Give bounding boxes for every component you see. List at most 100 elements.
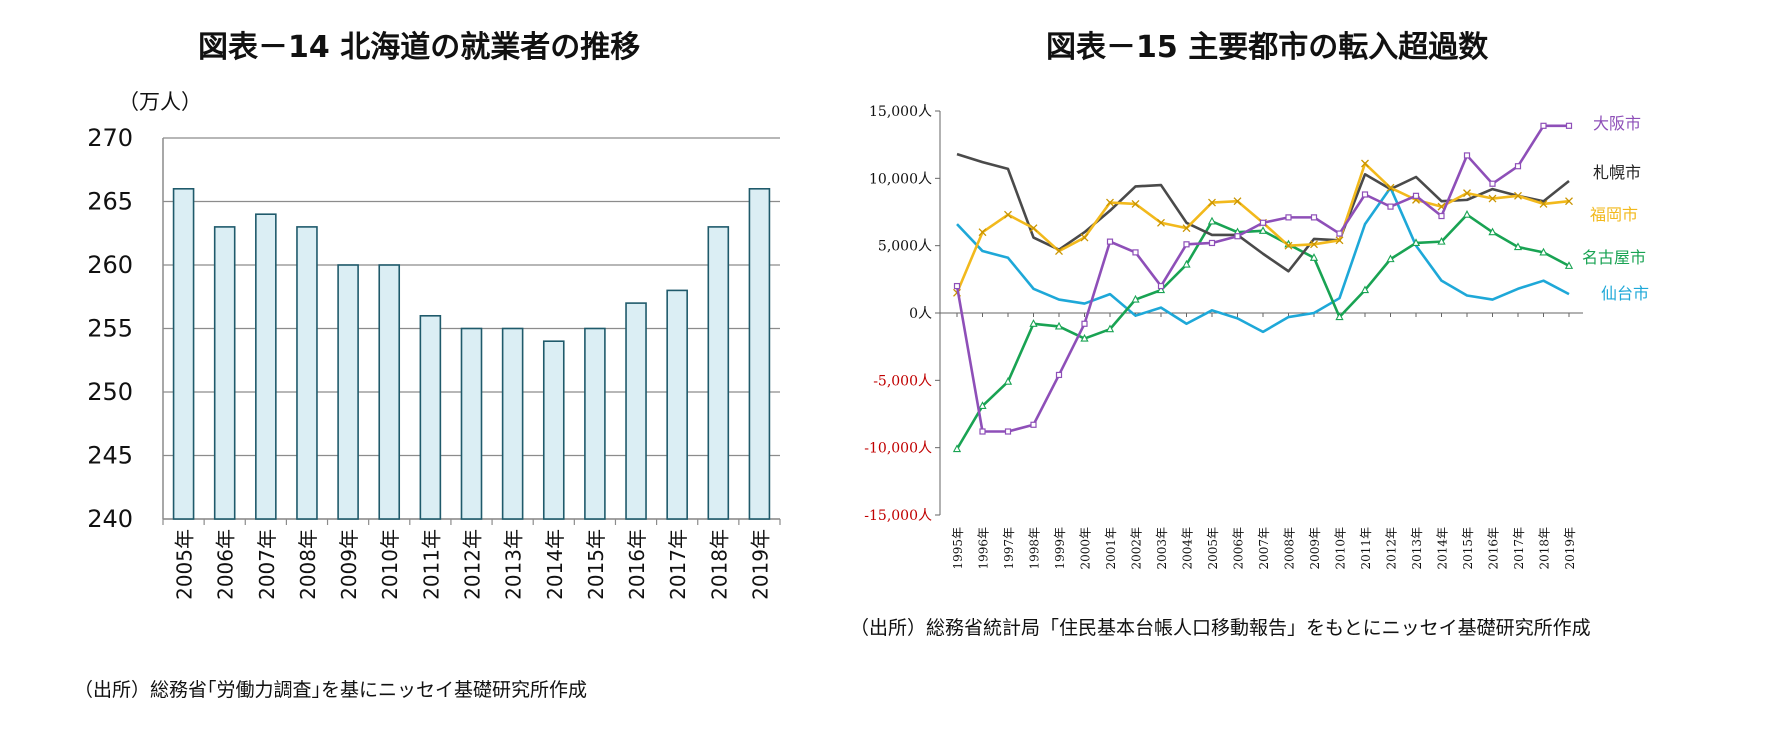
data-point xyxy=(1156,285,1166,294)
left-chart-unit-label: （万人） xyxy=(118,90,202,114)
data-point xyxy=(952,444,962,453)
bar xyxy=(542,340,565,520)
series-line xyxy=(956,186,1570,334)
data-point xyxy=(1182,224,1191,233)
y-tick-label: 245 xyxy=(87,442,133,470)
data-point xyxy=(1335,236,1344,245)
x-tick-label: 1998年 xyxy=(1028,527,1042,570)
bar xyxy=(419,314,442,520)
data-point xyxy=(1386,183,1395,192)
data-point xyxy=(1208,239,1216,247)
x-tick-label: 2008年 xyxy=(296,529,320,600)
bar xyxy=(666,289,688,520)
data-point xyxy=(1488,227,1497,236)
right-chart-title: 図表－15 主要都市の転入超過数 xyxy=(1046,30,1489,65)
x-tick-label: 2016年 xyxy=(1487,527,1501,570)
data-point xyxy=(1285,214,1292,221)
x-tick-label: 2005年 xyxy=(1206,527,1220,570)
series-label: 札幌市 xyxy=(1593,163,1641,182)
data-point xyxy=(1540,122,1547,129)
series-line xyxy=(955,124,1569,433)
y-tick-label: 15,000人 xyxy=(869,104,932,120)
bar xyxy=(625,302,647,520)
right-chart-source: （出所）総務省統計局「住民基本台帳人口移動報告」をもとにニッセイ基礎研究所作成 xyxy=(850,617,1591,639)
x-tick-label: 2005年 xyxy=(173,529,197,600)
data-point xyxy=(1514,163,1522,170)
bar xyxy=(337,264,359,520)
y-tick-label: 250 xyxy=(87,378,133,406)
y-tick-label: 270 xyxy=(87,124,133,152)
y-tick-label: 5,000人 xyxy=(878,239,932,255)
data-point xyxy=(1080,333,1089,342)
bar xyxy=(255,213,277,520)
data-point xyxy=(1411,238,1421,247)
data-point xyxy=(1106,238,1114,245)
bar xyxy=(584,327,606,520)
bar xyxy=(707,226,730,520)
data-point xyxy=(1360,285,1370,294)
data-point xyxy=(978,401,987,409)
x-tick-label: 2010年 xyxy=(378,529,402,600)
x-tick-label: 2013年 xyxy=(1410,527,1424,570)
data-point xyxy=(1157,218,1165,227)
x-tick-label: 2000年 xyxy=(1079,527,1093,570)
data-point xyxy=(1234,233,1241,240)
series-label: 福岡市 xyxy=(1590,205,1638,224)
data-point xyxy=(1030,421,1037,428)
data-point xyxy=(1055,371,1063,379)
data-point xyxy=(1207,216,1217,225)
data-point xyxy=(1539,199,1548,208)
data-point xyxy=(1105,324,1115,333)
data-point xyxy=(1361,159,1369,168)
data-point xyxy=(1310,214,1318,221)
data-point xyxy=(1132,249,1139,256)
data-point xyxy=(1081,320,1088,327)
data-point xyxy=(1055,247,1063,256)
data-point xyxy=(1029,224,1038,233)
x-tick-label: 2016年 xyxy=(625,529,649,600)
x-tick-label: 2009年 xyxy=(337,529,361,600)
x-tick-label: 2011年 xyxy=(419,529,443,600)
x-tick-label: 2015年 xyxy=(584,529,608,600)
y-tick-label: 10,000人 xyxy=(869,171,932,187)
data-point xyxy=(1565,197,1573,206)
bar xyxy=(460,327,483,520)
x-tick-label: 2003年 xyxy=(1155,527,1169,570)
data-point xyxy=(1437,236,1446,245)
y-tick-label: 0人 xyxy=(909,306,932,322)
data-point xyxy=(1309,253,1319,261)
data-point xyxy=(1336,230,1343,237)
y-tick-label: 240 xyxy=(87,505,133,533)
data-point xyxy=(1157,282,1165,290)
x-tick-label: 2006年 xyxy=(1232,527,1246,570)
series-label: 大阪市 xyxy=(1593,114,1641,133)
data-point xyxy=(1029,319,1038,327)
data-point xyxy=(1412,192,1420,199)
data-point xyxy=(1488,194,1497,203)
bar xyxy=(378,264,401,520)
x-tick-label: 2015年 xyxy=(1461,527,1475,570)
x-tick-label: 2006年 xyxy=(214,529,238,600)
data-point xyxy=(1054,321,1064,330)
data-point xyxy=(1462,210,1472,218)
data-point xyxy=(1463,152,1471,159)
x-tick-label: 2017年 xyxy=(666,529,690,600)
data-point xyxy=(1489,180,1496,187)
x-tick-label: 2018年 xyxy=(1538,527,1552,570)
x-tick-label: 2017年 xyxy=(1512,527,1526,570)
x-tick-label: 2007年 xyxy=(1257,527,1271,570)
data-point xyxy=(1003,377,1013,385)
x-tick-label: 2013年 xyxy=(502,529,526,600)
x-tick-label: 2008年 xyxy=(1283,527,1297,570)
x-tick-label: 1997年 xyxy=(1002,527,1016,570)
x-tick-label: 2019年 xyxy=(748,529,772,600)
data-point xyxy=(1513,242,1523,251)
x-tick-label: 1995年 xyxy=(951,527,965,570)
data-point xyxy=(1284,241,1293,250)
data-point xyxy=(1131,294,1140,303)
x-tick-label: 2019年 xyxy=(1563,527,1577,570)
x-tick-label: 1999年 xyxy=(1053,527,1067,570)
data-point xyxy=(1361,191,1369,198)
